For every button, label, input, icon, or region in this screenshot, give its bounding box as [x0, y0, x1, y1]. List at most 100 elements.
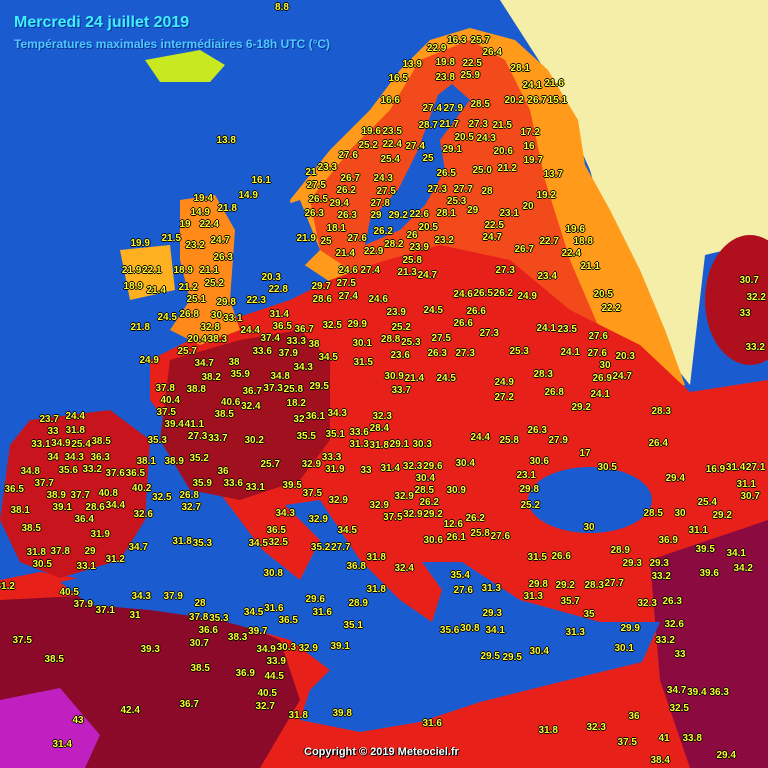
temperature-label: 22.8: [268, 283, 288, 295]
temperature-label: 26.7: [514, 243, 534, 255]
temperature-label: 36.3: [90, 452, 110, 464]
temperature-label: 22.3: [246, 294, 266, 306]
temperature-label: 22.2: [601, 302, 621, 314]
temperature-label: 37.7: [70, 489, 90, 501]
temperature-label: 26.6: [453, 317, 473, 329]
temperature-label: 25: [320, 235, 332, 247]
temperature-label: 33.2: [655, 634, 675, 646]
temperature-label: 21.1: [580, 260, 600, 272]
temperature-label: 29.8: [519, 483, 539, 495]
temperature-label: 26.2: [419, 497, 439, 509]
temperature-label: 39.4: [687, 686, 707, 698]
temperature-label: 26.2: [336, 184, 356, 196]
temperature-label: 35.2: [310, 541, 331, 553]
temperature-label: 33: [674, 648, 686, 660]
temperature-label: 32.6: [133, 508, 153, 520]
temperature-label: 31.9: [90, 528, 110, 540]
temperature-label: 29.4: [329, 197, 349, 209]
temperature-label: 19.6: [565, 224, 585, 236]
temperature-label: 29.2: [423, 509, 443, 521]
temperature-label: 28.5: [470, 98, 490, 110]
temperature-label: 30.6: [423, 534, 443, 546]
temperature-label: 19.7: [523, 154, 543, 166]
temperature-label: 37.5: [302, 487, 323, 499]
temperature-label: 26.5: [473, 287, 493, 299]
temperature-label: 25.2: [204, 277, 224, 289]
temperature-label: 37.8: [155, 382, 175, 394]
temperature-label: 33.8: [682, 732, 702, 744]
temperature-label: 32.9: [328, 494, 348, 506]
temperature-label: 33.3: [321, 451, 342, 463]
temperature-label: 28.4: [369, 423, 390, 435]
temperature-label: 32.7: [255, 700, 275, 712]
temperature-label: 35.7: [560, 595, 580, 607]
temperature-label: 27.6: [453, 584, 473, 596]
temperature-label: 34.5: [337, 524, 357, 536]
temperature-label: 26.1: [446, 531, 466, 543]
temperature-label: 33: [360, 464, 372, 476]
temperature-label: 32.3: [402, 460, 423, 472]
temperature-label: 32.5: [669, 702, 689, 714]
temperature-label: 28.3: [584, 579, 604, 591]
temperature-label: 24.1: [522, 79, 542, 91]
temperature-label: 17: [579, 447, 591, 459]
temperature-label: 21.9: [121, 264, 142, 276]
temperature-label: 27.3: [455, 347, 475, 359]
temperature-label: 32.4: [241, 400, 261, 412]
temperature-label: 39.7: [248, 625, 268, 637]
temperature-label: 8.8: [275, 1, 289, 13]
temperature-label: 21.5: [492, 120, 512, 132]
copyright: Copyright © 2019 Meteociel.fr: [304, 746, 459, 758]
temperature-label: 40.8: [98, 487, 118, 499]
temperature-label: 38: [308, 338, 320, 350]
temperature-label: 25: [422, 152, 434, 164]
temperature-label: 34.9: [256, 643, 276, 655]
temperature-label: 29.9: [347, 318, 367, 330]
temperature-label: 20.5: [593, 288, 613, 300]
temperature-label: 39.5: [695, 543, 715, 555]
temperature-label: 36.5: [125, 467, 146, 479]
temperature-label: 28: [481, 185, 493, 197]
temperature-label: 26.3: [337, 209, 357, 221]
temperature-label: 36.1: [305, 410, 326, 422]
temperature-label: 26.4: [482, 47, 502, 59]
temperature-label: 27.4: [405, 140, 425, 152]
temperature-label: 21: [305, 166, 317, 178]
temperature-label: 34.3: [327, 407, 347, 419]
temperature-label: 27.6: [588, 330, 608, 342]
temperature-label: 27.3: [495, 264, 515, 276]
temperature-label: 22.1: [142, 264, 162, 276]
temperature-label: 29.2: [388, 209, 408, 221]
land-middle-east-hot: [650, 520, 768, 768]
land-britain: [170, 195, 240, 345]
temperature-label: 36.5: [272, 321, 292, 333]
temperature-label: 31.5: [527, 551, 547, 563]
temperature-label: 29.8: [216, 296, 236, 308]
temperature-label: 20: [522, 200, 534, 212]
temperature-label: 39.6: [699, 567, 719, 579]
temperature-label: 31.1: [688, 524, 708, 536]
temperature-label: 22.6: [409, 208, 429, 220]
temperature-label: 28.3: [651, 405, 671, 417]
temperature-label: 31.6: [312, 606, 332, 618]
temperature-label: 41: [658, 732, 670, 744]
temperature-label: 33: [739, 307, 751, 319]
temperature-label: 21.3: [397, 267, 417, 279]
temperature-label: 26.9: [592, 372, 612, 384]
temperature-label: 22.4: [382, 138, 402, 150]
temperature-label: 29.3: [482, 607, 502, 619]
temperature-label: 28: [194, 597, 206, 609]
temperature-label: 39.5: [282, 479, 302, 491]
temperature-label: 30.7: [739, 274, 759, 286]
temperature-label: 18.9: [173, 264, 193, 276]
temperature-label: 30.7: [189, 637, 209, 649]
temperature-label: 35.3: [147, 434, 167, 446]
temperature-label: 27.3: [468, 119, 488, 131]
temperature-label: 42.4: [120, 704, 140, 716]
temperature-label: 32.9: [369, 499, 389, 511]
temperature-label: 13.9: [402, 58, 422, 70]
temperature-label: 32.6: [664, 618, 684, 630]
temperature-label: 27.6: [338, 149, 358, 161]
temperature-label: 28.8: [380, 333, 401, 345]
temperature-label: 22.9: [363, 245, 384, 257]
